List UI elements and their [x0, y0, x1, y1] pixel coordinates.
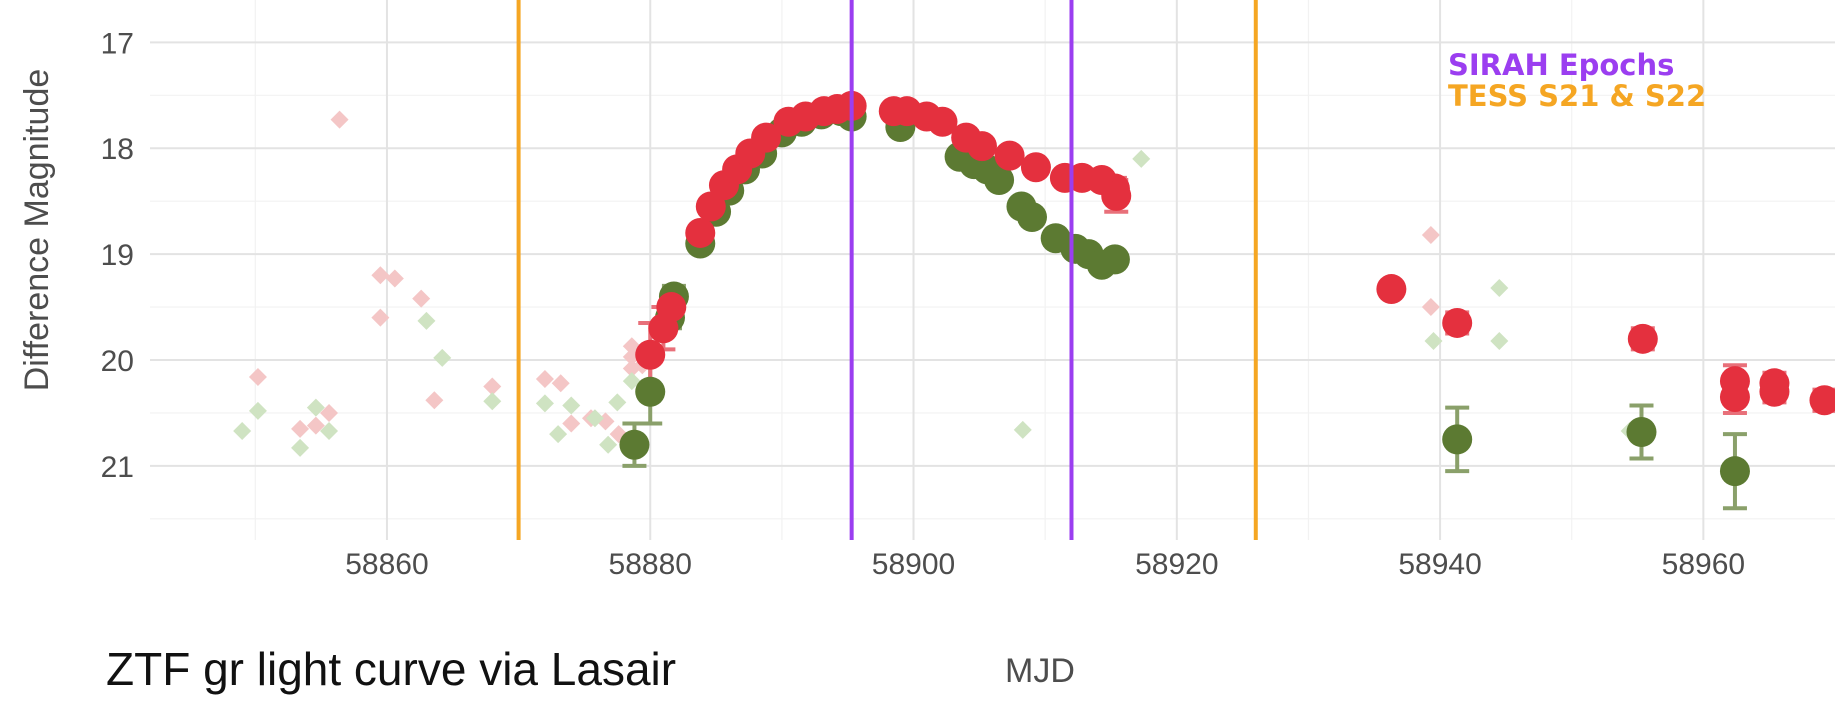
g-limit-marker — [562, 396, 581, 415]
r-limit-marker — [306, 416, 325, 435]
r-band-point — [966, 131, 997, 162]
g-limit-marker — [1424, 331, 1443, 350]
g-limit-marker — [483, 392, 502, 411]
g-limit-marker — [535, 394, 554, 413]
g-limit-marker — [1490, 279, 1509, 297]
r-band-point — [1101, 180, 1132, 211]
x-axis-label: MJD — [1005, 652, 1075, 690]
x-tick-label: 58940 — [1398, 548, 1481, 581]
g-limit-marker — [1490, 331, 1509, 350]
upper-limit-markers — [233, 110, 1639, 457]
g-band-point — [1626, 417, 1657, 447]
g-limit-marker — [1132, 149, 1151, 168]
g-limit-marker — [599, 435, 618, 454]
y-tick-label: 21 — [101, 451, 134, 484]
g-band-point — [1719, 456, 1750, 487]
g-limit-marker — [291, 438, 310, 457]
g-band-point — [1016, 202, 1047, 233]
r-band-point — [751, 122, 782, 153]
g-band-point — [619, 429, 650, 460]
r-band-point — [994, 140, 1025, 171]
r-limit-marker — [1421, 298, 1440, 317]
r-band-point — [1020, 152, 1051, 183]
x-tick-label: 58880 — [609, 548, 692, 581]
g-limit-marker — [608, 393, 627, 412]
r-band-point — [685, 217, 716, 248]
r-limit-marker — [385, 269, 404, 288]
y-tick-label: 19 — [101, 239, 134, 272]
legend-sirah-epochs: SIRAH Epochs — [1448, 48, 1674, 82]
g-limit-marker — [433, 348, 452, 367]
r-limit-marker — [291, 419, 310, 438]
r-band-point — [1627, 323, 1658, 354]
detection-markers — [619, 90, 1835, 487]
y-axis-label: Difference Magnitude — [18, 69, 56, 392]
r-band-point — [635, 339, 666, 370]
g-limit-marker — [233, 421, 252, 440]
r-limit-marker — [425, 391, 444, 410]
r-band-point — [1719, 382, 1750, 413]
x-tick-label: 58960 — [1662, 548, 1745, 581]
g-band-point — [635, 376, 666, 407]
y-tick-label: 20 — [101, 345, 134, 378]
grid-lines — [150, 0, 1835, 540]
r-band-point — [1809, 385, 1835, 416]
r-limit-marker — [412, 289, 431, 308]
y-tick-label: 18 — [101, 133, 134, 166]
tick-labels: 58860 58880 58900 58920 58940 58960 17 18 19 20 21 — [101, 27, 1745, 581]
legend-tess-sectors: TESS S21 & S22 — [1448, 79, 1706, 113]
r-limit-marker — [248, 367, 267, 386]
g-band-point — [984, 165, 1015, 195]
r-limit-marker — [483, 377, 502, 396]
g-limit-marker — [306, 398, 325, 417]
g-limit-marker — [622, 372, 641, 391]
r-limit-marker — [535, 370, 554, 389]
g-limit-marker — [248, 401, 267, 420]
r-limit-marker — [371, 308, 390, 327]
g-limit-marker — [417, 311, 436, 330]
r-limit-marker — [330, 110, 349, 129]
y-tick-label: 17 — [101, 27, 134, 60]
g-limit-marker — [585, 409, 604, 428]
r-band-point — [656, 292, 687, 323]
g-limit-marker — [1013, 420, 1032, 439]
r-band-point — [927, 106, 958, 137]
g-limit-marker — [549, 425, 568, 444]
x-tick-label: 58860 — [345, 548, 428, 581]
r-band-point — [1442, 307, 1473, 338]
r-band-point — [1376, 274, 1407, 305]
g-limit-marker — [320, 421, 339, 440]
g-band-point — [1099, 244, 1130, 275]
r-limit-marker — [551, 374, 570, 393]
r-limit-marker — [371, 266, 390, 285]
x-tick-label: 58920 — [1135, 548, 1218, 581]
x-tick-label: 58900 — [872, 548, 955, 581]
r-band-point — [1759, 376, 1790, 407]
figure-caption: ZTF gr light curve via Lasair — [106, 643, 676, 695]
r-limit-marker — [1421, 226, 1440, 245]
r-limit-marker — [320, 403, 339, 422]
g-band-point — [1442, 424, 1473, 455]
epoch-lines — [516, 0, 1258, 540]
r-limit-marker — [562, 414, 581, 433]
